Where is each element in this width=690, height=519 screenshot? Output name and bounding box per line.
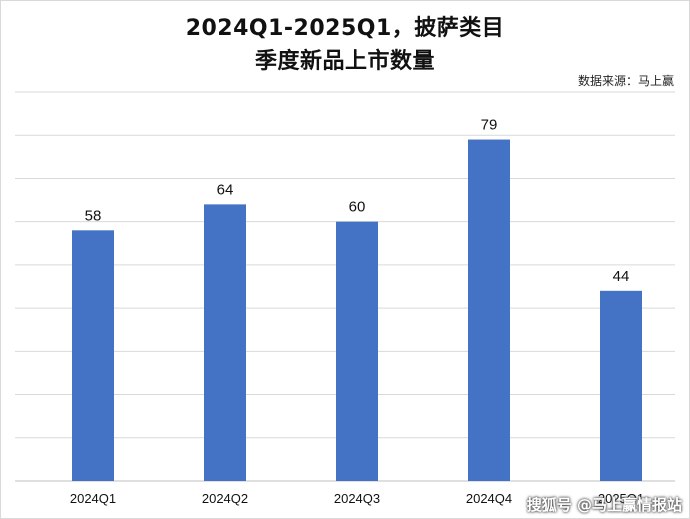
bar [600, 290, 642, 481]
data-label: 60 [349, 199, 366, 216]
x-tick-label: 2025Q1 [598, 491, 644, 506]
watermark: 搜狐号 @马上赢情报站 [526, 496, 682, 514]
data-label: 64 [217, 181, 234, 198]
x-tick-label: 2024Q3 [334, 491, 380, 506]
bar [336, 221, 378, 481]
x-tick-label: 2024Q4 [466, 491, 512, 506]
data-label: 44 [613, 268, 630, 285]
chart-title-line1: 2024Q1-2025Q1，披萨类目 [185, 16, 505, 41]
x-tick-label: 2024Q1 [70, 491, 116, 506]
data-source-note: 数据来源：马上赢 [577, 74, 674, 88]
data-label: 79 [481, 117, 498, 134]
chart-title-line2: 季度新品上市数量 [254, 49, 435, 74]
bar [72, 230, 114, 481]
bar [204, 204, 246, 481]
x-tick-label: 2024Q2 [202, 491, 248, 506]
data-label: 58 [85, 207, 102, 224]
bar [468, 139, 510, 482]
